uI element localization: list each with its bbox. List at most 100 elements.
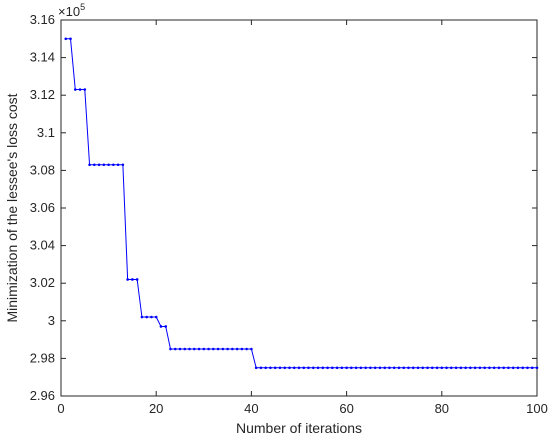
data-point	[388, 366, 391, 370]
data-point	[278, 366, 282, 370]
data-point	[73, 88, 77, 91]
data-point	[93, 163, 96, 167]
data-point	[126, 278, 129, 281]
data-point	[535, 366, 539, 370]
data-point	[135, 278, 139, 281]
y-tick-label: 3.08	[30, 162, 55, 177]
x-tick-label: 0	[57, 401, 64, 416]
data-point	[264, 366, 267, 370]
plot-area	[60, 19, 538, 397]
data-point	[69, 37, 72, 41]
y-tick-label: 3.06	[30, 200, 55, 215]
data-point	[454, 366, 458, 370]
data-point	[445, 366, 448, 370]
x-tick-label: 80	[435, 401, 449, 416]
data-point	[459, 366, 463, 370]
y-tick-label: 3.02	[30, 275, 55, 290]
x-tick-label: 60	[339, 401, 353, 416]
data-point	[164, 325, 168, 328]
y-tick-label: 3.14	[30, 50, 55, 65]
data-point	[297, 366, 301, 370]
data-point	[311, 366, 315, 370]
data-point	[430, 366, 434, 370]
data-point	[473, 366, 477, 370]
data-point	[154, 315, 158, 319]
x-axis-label: Number of iterations	[236, 420, 362, 436]
data-point	[345, 366, 348, 370]
data-point	[259, 366, 263, 370]
data-point	[102, 163, 106, 167]
data-point	[250, 347, 253, 351]
data-point	[140, 315, 144, 319]
data-point	[169, 347, 172, 351]
data-point	[202, 347, 206, 351]
data-point	[231, 347, 234, 351]
data-point	[302, 366, 306, 370]
data-point	[88, 163, 91, 167]
data-point	[321, 366, 325, 370]
x-tick-label: 40	[244, 401, 258, 416]
data-point	[283, 366, 287, 370]
data-point	[530, 366, 534, 370]
data-point	[254, 366, 258, 370]
series-line	[65, 38, 537, 369]
data-point	[64, 37, 68, 41]
data-point	[440, 366, 444, 370]
data-point	[497, 366, 501, 370]
y-tick-label: 3.04	[30, 238, 55, 253]
data-point	[192, 347, 196, 351]
data-point	[240, 347, 244, 351]
data-point	[359, 366, 363, 370]
x-tick-label: 100	[526, 401, 548, 416]
data-point	[397, 366, 401, 370]
data-point	[112, 163, 115, 167]
data-point	[107, 163, 110, 167]
data-point	[216, 347, 220, 351]
data-point	[131, 278, 134, 281]
data-point	[483, 366, 486, 370]
data-point	[521, 366, 525, 370]
data-point	[450, 366, 453, 370]
data-point	[97, 163, 101, 167]
data-point	[331, 366, 334, 370]
data-point	[178, 347, 182, 351]
data-point	[273, 366, 277, 370]
data-point	[411, 366, 415, 370]
data-point	[526, 366, 529, 370]
y-axis-ticks: 2.96 2.98 3 3.02 3.04 3.06 3.08 3.1 3.12 3.14 3.16	[30, 12, 537, 403]
data-point	[207, 347, 210, 351]
data-point	[492, 366, 496, 370]
data-point	[421, 366, 425, 370]
data-point	[212, 347, 215, 351]
data-point	[83, 88, 87, 91]
x-axis-ticks: 0 20 40 60 80 100	[57, 20, 548, 416]
y-tick-label: 2.98	[30, 350, 55, 365]
data-point	[340, 366, 344, 370]
data-point	[197, 347, 201, 351]
data-point	[145, 315, 148, 319]
y-exponent-power: 5	[80, 2, 85, 12]
data-point	[326, 366, 329, 370]
data-point	[316, 366, 320, 370]
data-point	[188, 347, 191, 351]
data-point	[307, 366, 310, 370]
data-point	[416, 366, 420, 370]
data-point	[116, 163, 120, 167]
y-exponent-label: ×105	[58, 2, 85, 19]
data-point	[407, 366, 410, 370]
y-tick-label: 3.1	[37, 125, 55, 140]
data-point	[350, 366, 353, 370]
data-point	[511, 366, 515, 370]
data-point	[478, 366, 482, 370]
x-tick-label: 20	[149, 401, 163, 416]
data-point	[245, 347, 248, 351]
data-point	[288, 366, 291, 370]
y-axis-label: Minimization of the lessee's loss cost	[4, 93, 20, 322]
data-point	[464, 366, 467, 370]
data-point	[373, 366, 377, 370]
data-point	[269, 366, 272, 370]
data-point	[469, 366, 472, 370]
data-point	[378, 366, 382, 370]
data-point	[335, 366, 339, 370]
